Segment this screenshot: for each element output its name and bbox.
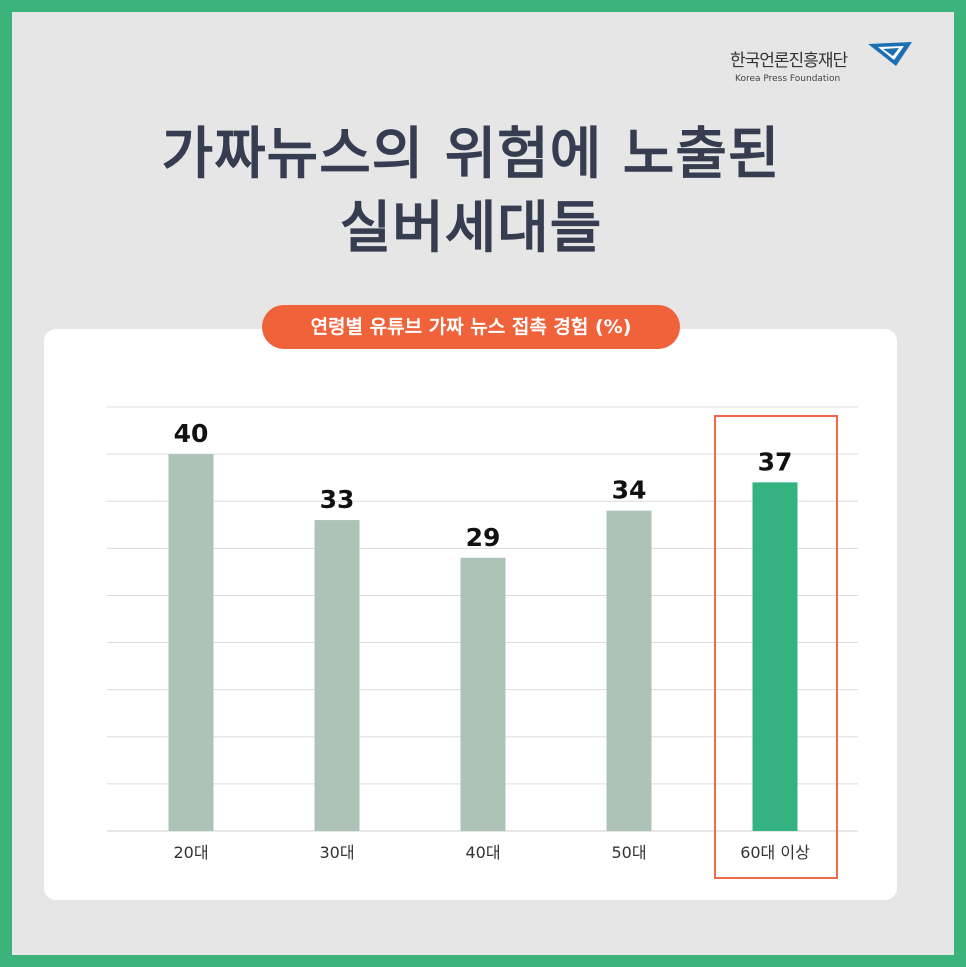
data-label: 37	[758, 447, 793, 476]
logo-name-ko: 한국언론진흥재단	[730, 51, 848, 71]
x-tick-label: 60대 이상	[740, 843, 810, 862]
data-label: 34	[612, 476, 647, 505]
logo-name-en: Korea Press Foundation	[735, 74, 841, 84]
page-title: 가짜뉴스의 위험에 노출된 실버세대들	[0, 118, 942, 266]
x-tick-label: 40대	[465, 843, 500, 862]
bar-20대	[168, 454, 214, 831]
x-tick-label: 30대	[319, 843, 354, 862]
chart-title-badge: 연령별 유튜브 가짜 뉴스 접촉 경험 (%)	[262, 305, 680, 349]
x-tick-label: 20대	[173, 843, 208, 862]
data-label: 40	[174, 419, 209, 448]
highlight-box	[714, 415, 838, 879]
bar-30대	[314, 520, 360, 831]
title-line-1: 가짜뉴스의 위험에 노출된	[161, 122, 781, 187]
title-line-2: 실버세대들	[339, 196, 603, 261]
data-label: 33	[320, 485, 355, 514]
x-tick-label: 50대	[611, 843, 646, 862]
bar-40대	[460, 557, 506, 831]
bar-50대	[606, 510, 652, 831]
data-label: 29	[466, 523, 501, 552]
bar-60대 이상	[752, 482, 798, 831]
press-foundation-logo: 한국언론진흥재단 Korea Press Foundation	[730, 38, 920, 98]
logo-mark-icon	[868, 42, 912, 66]
